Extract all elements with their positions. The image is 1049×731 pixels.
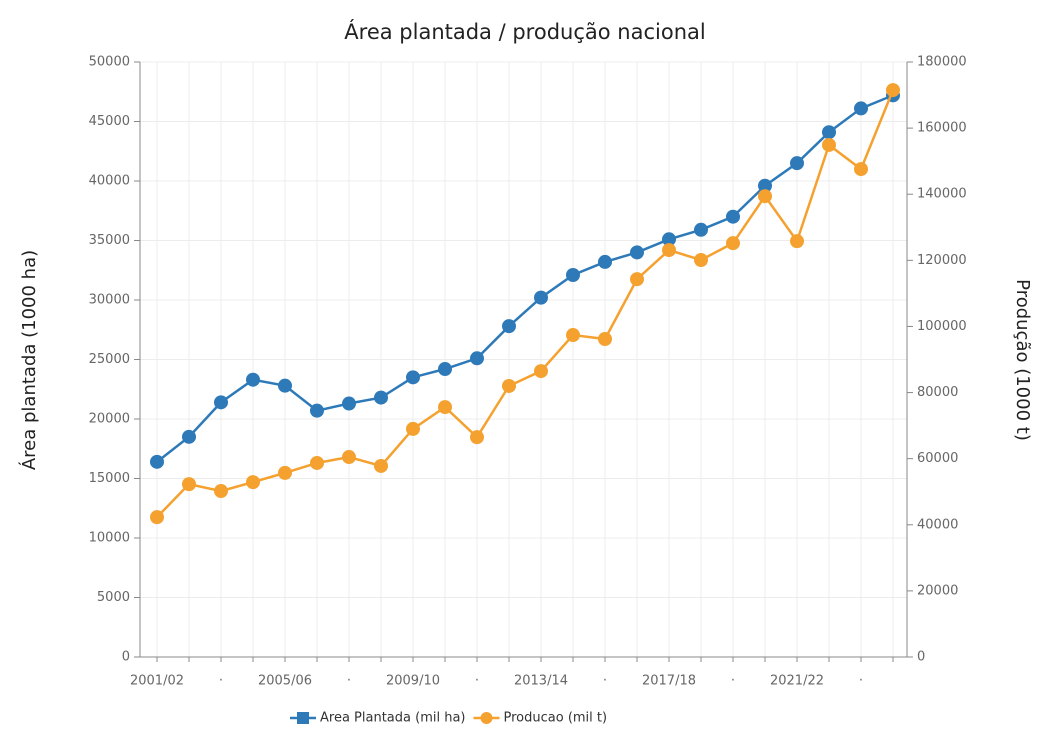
y-tick-label: 40000	[89, 174, 130, 189]
x-tick-label: 2009/10	[386, 674, 440, 689]
y2-tick-label: 0	[917, 650, 925, 665]
grid	[134, 61, 913, 662]
data-point	[406, 421, 420, 436]
x-tick-label: ·	[859, 674, 863, 689]
data-point	[214, 484, 228, 499]
y2-tick-label: 120000	[917, 253, 967, 268]
legend-label: Producao (mil t)	[504, 711, 608, 726]
data-point	[758, 189, 772, 204]
series-line	[156, 89, 895, 519]
data-point	[502, 319, 516, 334]
data-point	[694, 253, 708, 268]
y-tick-label: 20000	[89, 412, 130, 427]
plot	[150, 83, 900, 525]
y2-tick-label: 100000	[917, 319, 967, 334]
x-tick-label: ·	[731, 674, 735, 689]
data-point	[406, 370, 420, 385]
data-point	[342, 396, 356, 411]
data-point	[470, 430, 484, 445]
data-point	[630, 272, 644, 287]
y-tick-label: 25000	[89, 352, 130, 367]
y-tick-label: 0	[122, 650, 130, 665]
y2-tick-label: 140000	[917, 187, 967, 202]
x-tick-label: 2017/18	[642, 674, 696, 689]
data-point	[182, 429, 196, 444]
x-tick-label: 2013/14	[514, 674, 568, 689]
legend-item: Producao (mil t)	[473, 711, 608, 726]
data-point	[438, 362, 452, 377]
data-point	[662, 243, 676, 258]
data-point	[886, 83, 900, 98]
x-tick-label: ·	[219, 674, 223, 689]
data-point	[150, 454, 164, 469]
chart-title: Área plantada / produção nacional	[344, 19, 705, 44]
data-point	[822, 137, 836, 152]
data-point	[726, 209, 740, 224]
data-point	[438, 400, 452, 415]
y-tick-label: 30000	[89, 293, 130, 308]
data-point	[374, 458, 388, 473]
legend-label: Area Plantada (mil ha)	[320, 711, 466, 726]
x-tick-label: 2021/22	[770, 674, 824, 689]
legend-marker	[480, 712, 493, 724]
y2-tick-label: 160000	[917, 121, 967, 136]
data-point	[694, 222, 708, 237]
y2-tick-label: 40000	[917, 517, 958, 532]
data-point	[566, 328, 580, 343]
data-point	[630, 245, 644, 260]
data-point	[374, 390, 388, 405]
data-point	[278, 465, 292, 480]
x-tick-label: ·	[603, 674, 607, 689]
x-tick-label: ·	[347, 674, 351, 689]
x-tick-label: 2001/02	[130, 674, 184, 689]
y2-tick-label: 60000	[917, 451, 958, 466]
x-tick-label: ·	[475, 674, 479, 689]
y-tick-label: 45000	[89, 114, 130, 129]
y2-tick-label: 180000	[917, 55, 967, 70]
series-line	[156, 94, 894, 463]
y-tick-label: 35000	[89, 233, 130, 248]
y-tick-label: 5000	[97, 590, 130, 605]
data-point	[598, 254, 612, 269]
y-axis-title: Área plantada (1000 ha)	[18, 250, 40, 470]
data-point	[246, 372, 260, 387]
data-point	[566, 268, 580, 283]
x-tick-label: 2005/06	[258, 674, 312, 689]
data-point	[278, 378, 292, 393]
data-point	[790, 234, 804, 249]
data-point	[662, 232, 676, 247]
data-point	[854, 162, 868, 177]
data-point	[182, 477, 196, 492]
data-point	[790, 156, 804, 171]
data-point	[150, 510, 164, 525]
data-point	[470, 351, 484, 366]
data-point	[342, 450, 356, 465]
y-tick-label: 50000	[89, 55, 130, 70]
y2-axis-title: Produção (1000 t)	[1012, 279, 1033, 441]
data-point	[534, 290, 548, 305]
data-point	[726, 236, 740, 251]
y2-tick-label: 20000	[917, 583, 958, 598]
data-point	[502, 378, 516, 393]
legend-marker	[297, 712, 309, 724]
data-point	[598, 332, 612, 347]
y2-tick-label: 80000	[917, 385, 958, 400]
data-point	[758, 178, 772, 193]
data-point	[822, 125, 836, 140]
y-tick-label: 10000	[89, 531, 130, 546]
data-point	[310, 403, 324, 418]
data-point	[854, 101, 868, 116]
data-point	[310, 455, 324, 470]
y-tick-label: 15000	[89, 471, 130, 486]
data-point	[246, 475, 260, 490]
legend-item: Area Plantada (mil ha)	[290, 711, 466, 726]
data-point	[214, 395, 228, 410]
data-point	[534, 364, 548, 379]
